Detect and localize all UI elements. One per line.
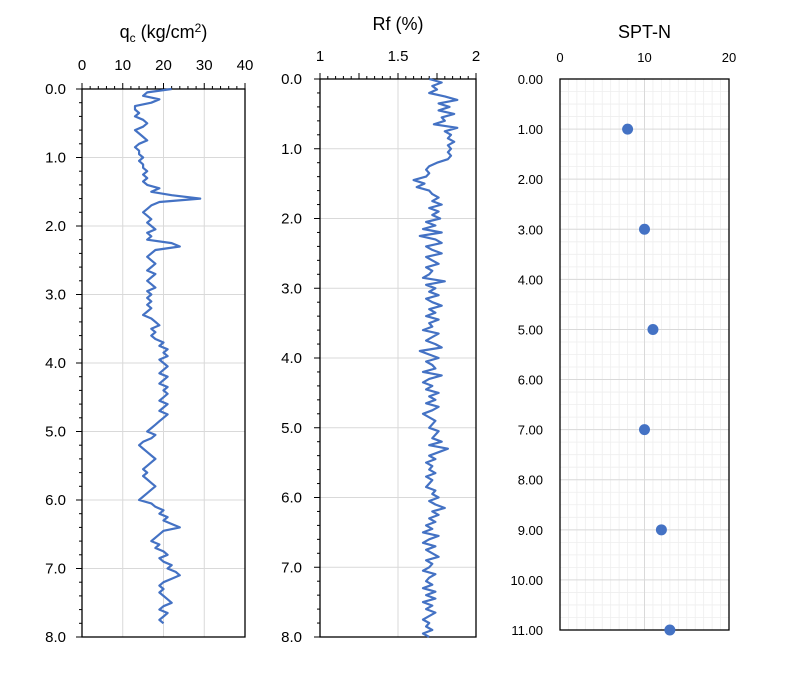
- y-tick-label: 4.00: [518, 272, 543, 287]
- chart-title-part-1: c: [130, 31, 136, 45]
- y-tick-label: 11.00: [511, 623, 543, 638]
- y-tick-label: 5.0: [45, 424, 66, 441]
- x-tick-label: 20: [155, 57, 172, 74]
- series-line-qc: [133, 87, 202, 625]
- y-tick-label: 4.0: [45, 355, 66, 372]
- data-point: [639, 424, 650, 436]
- y-tick-label: 4.0: [281, 350, 302, 367]
- chart-title: Rf (%): [373, 14, 424, 34]
- y-tick-label: 1.0: [45, 150, 66, 167]
- y-tick-label: 8.00: [518, 473, 543, 488]
- y-tick-label: 2.00: [518, 172, 543, 187]
- x-tick-label: 1: [316, 48, 324, 65]
- x-tick-label: 20: [722, 50, 736, 65]
- y-tick-label: 8.0: [45, 629, 66, 646]
- y-tick-label: 8.0: [281, 629, 302, 646]
- x-tick-label: 0: [556, 50, 563, 65]
- y-tick-label: 6.0: [281, 490, 302, 507]
- data-point: [647, 323, 659, 335]
- data-point: [639, 223, 650, 235]
- y-tick-label: 3.00: [518, 222, 543, 237]
- spt-panel: 0 10 20 0.00 1.00 2.00 3.00 4.00 5.00 6.00 7.00 8.0…: [510, 22, 736, 638]
- y-tick-label: 6.00: [518, 373, 543, 388]
- chart-title-part-3: 2: [195, 21, 202, 35]
- x-tick-label: 10: [637, 50, 651, 65]
- qc-panel: 0 10 20 30 40 0.0 1.0 2.0 3.0 4.0 5.0 6.0 7.0 8.0 qc (…: [45, 21, 253, 646]
- chart-title-part-0: q: [120, 22, 130, 42]
- y-tick-label: 10.00: [510, 573, 543, 588]
- y-tick-label: 3.0: [281, 280, 302, 297]
- y-tick-label: 7.00: [518, 423, 543, 438]
- y-tick-label: 0.0: [281, 71, 302, 88]
- chart-title: qc (kg/cm2): [120, 21, 208, 45]
- x-tick-label: 0: [78, 57, 86, 74]
- x-tick-label: 2: [472, 48, 480, 65]
- y-tick-label: 3.0: [45, 287, 66, 304]
- x-tick-label: 10: [114, 57, 131, 74]
- data-point: [664, 624, 676, 636]
- x-tick-label: 1.5: [388, 48, 409, 65]
- y-tick-label: 2.0: [281, 211, 302, 228]
- y-tick-label: 5.00: [518, 322, 543, 337]
- data-point: [655, 524, 667, 536]
- series-line-rf: [412, 77, 459, 638]
- data-point: [622, 123, 634, 135]
- y-tick-label: 0.0: [45, 81, 66, 98]
- y-tick-label: 1.00: [518, 122, 543, 137]
- plot-frame: [559, 78, 730, 631]
- x-tick-label: 40: [237, 57, 254, 74]
- chart-title: SPT-N: [618, 22, 671, 42]
- y-tick-label: 1.0: [281, 141, 302, 158]
- y-tick-label: 6.0: [45, 492, 66, 509]
- y-tick-label: 7.0: [45, 561, 66, 578]
- y-tick-label: 5.0: [281, 420, 302, 437]
- y-tick-label: 2.0: [45, 218, 66, 235]
- chart-title-part-4: ): [201, 22, 207, 42]
- y-tick-label: 7.0: [281, 559, 302, 576]
- y-tick-label: 0.00: [518, 72, 543, 87]
- chart-title-part-2: (kg/cm: [136, 22, 195, 42]
- rf-panel: 1 1.5 2 0.0 1.0 2.0 3.0 4.0 5.0 6.0 7.0 8.0 Rf (%): [281, 14, 480, 646]
- y-tick-label: 9.00: [518, 523, 543, 538]
- x-tick-label: 30: [196, 57, 213, 74]
